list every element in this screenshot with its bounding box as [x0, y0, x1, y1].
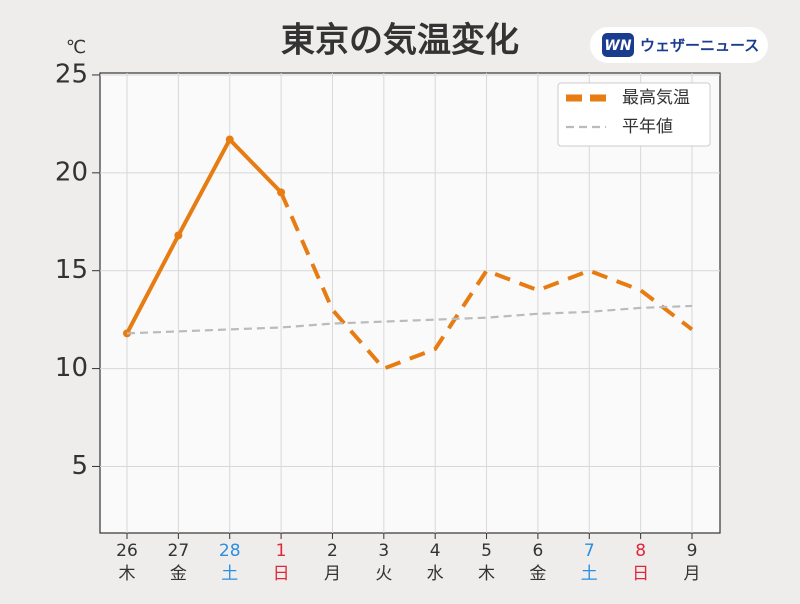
x-tick-label: 7: [584, 541, 595, 561]
x-tick-label: 9: [687, 541, 698, 561]
y-tick-label: 20: [55, 157, 88, 187]
y-tick-label: 5: [71, 451, 88, 481]
x-tick-label: 6: [532, 541, 543, 561]
plot-area: [99, 72, 721, 534]
legend-label: 平年値: [622, 117, 673, 137]
x-weekday-label: 日: [632, 564, 649, 584]
line-dashed: [279, 191, 694, 371]
x-tick-label: 27: [168, 541, 190, 561]
brand-badge-bg: [602, 33, 634, 57]
x-tick-label: 4: [430, 541, 441, 561]
x-tick-label: 5: [481, 541, 492, 561]
chart-title: 東京の気温変化: [281, 21, 519, 61]
x-weekday-label: 木: [478, 564, 495, 584]
y-unit: ℃: [66, 37, 86, 58]
y-tick-label: 10: [55, 353, 88, 383]
point: [225, 135, 234, 144]
x-tick-label: 8: [635, 541, 646, 561]
x-weekday-label: 土: [221, 564, 238, 584]
x-tick-label: 3: [378, 541, 389, 561]
grid: 5 10 15 20 25 26 木 27 金 28 土 1 日 2 月 3 火 4 水 5 木 6 金 7 土 8 日 9 月: [55, 59, 720, 584]
brand-logo: [590, 27, 768, 63]
point: [277, 188, 286, 197]
x-tick-label: 26: [116, 541, 138, 561]
y-tick-label: 25: [55, 59, 88, 89]
x-tick-label: 1: [276, 541, 287, 561]
x-weekday-label: 月: [684, 564, 701, 584]
x-weekday-label: 木: [119, 564, 136, 584]
x-weekday-label: 水: [427, 564, 444, 584]
x-tick-label: 2: [327, 541, 338, 561]
x-tick-label: 28: [219, 541, 241, 561]
brand-badge: WN: [604, 38, 631, 54]
brand-name: ウェザーニュース: [640, 37, 759, 55]
x-weekday-label: 日: [273, 564, 290, 584]
lines: [123, 135, 694, 371]
x-weekday-label: 金: [529, 564, 546, 584]
point: [174, 231, 183, 240]
line-dashed: [126, 304, 693, 335]
line-solid: [125, 137, 283, 335]
x-weekday-label: 金: [170, 564, 187, 584]
x-weekday-label: 火: [375, 564, 392, 584]
y-tick-label: 15: [55, 255, 88, 285]
legend-label: 最高気温: [622, 88, 690, 108]
x-weekday-label: 土: [581, 564, 598, 584]
x-weekday-label: 月: [324, 564, 341, 584]
